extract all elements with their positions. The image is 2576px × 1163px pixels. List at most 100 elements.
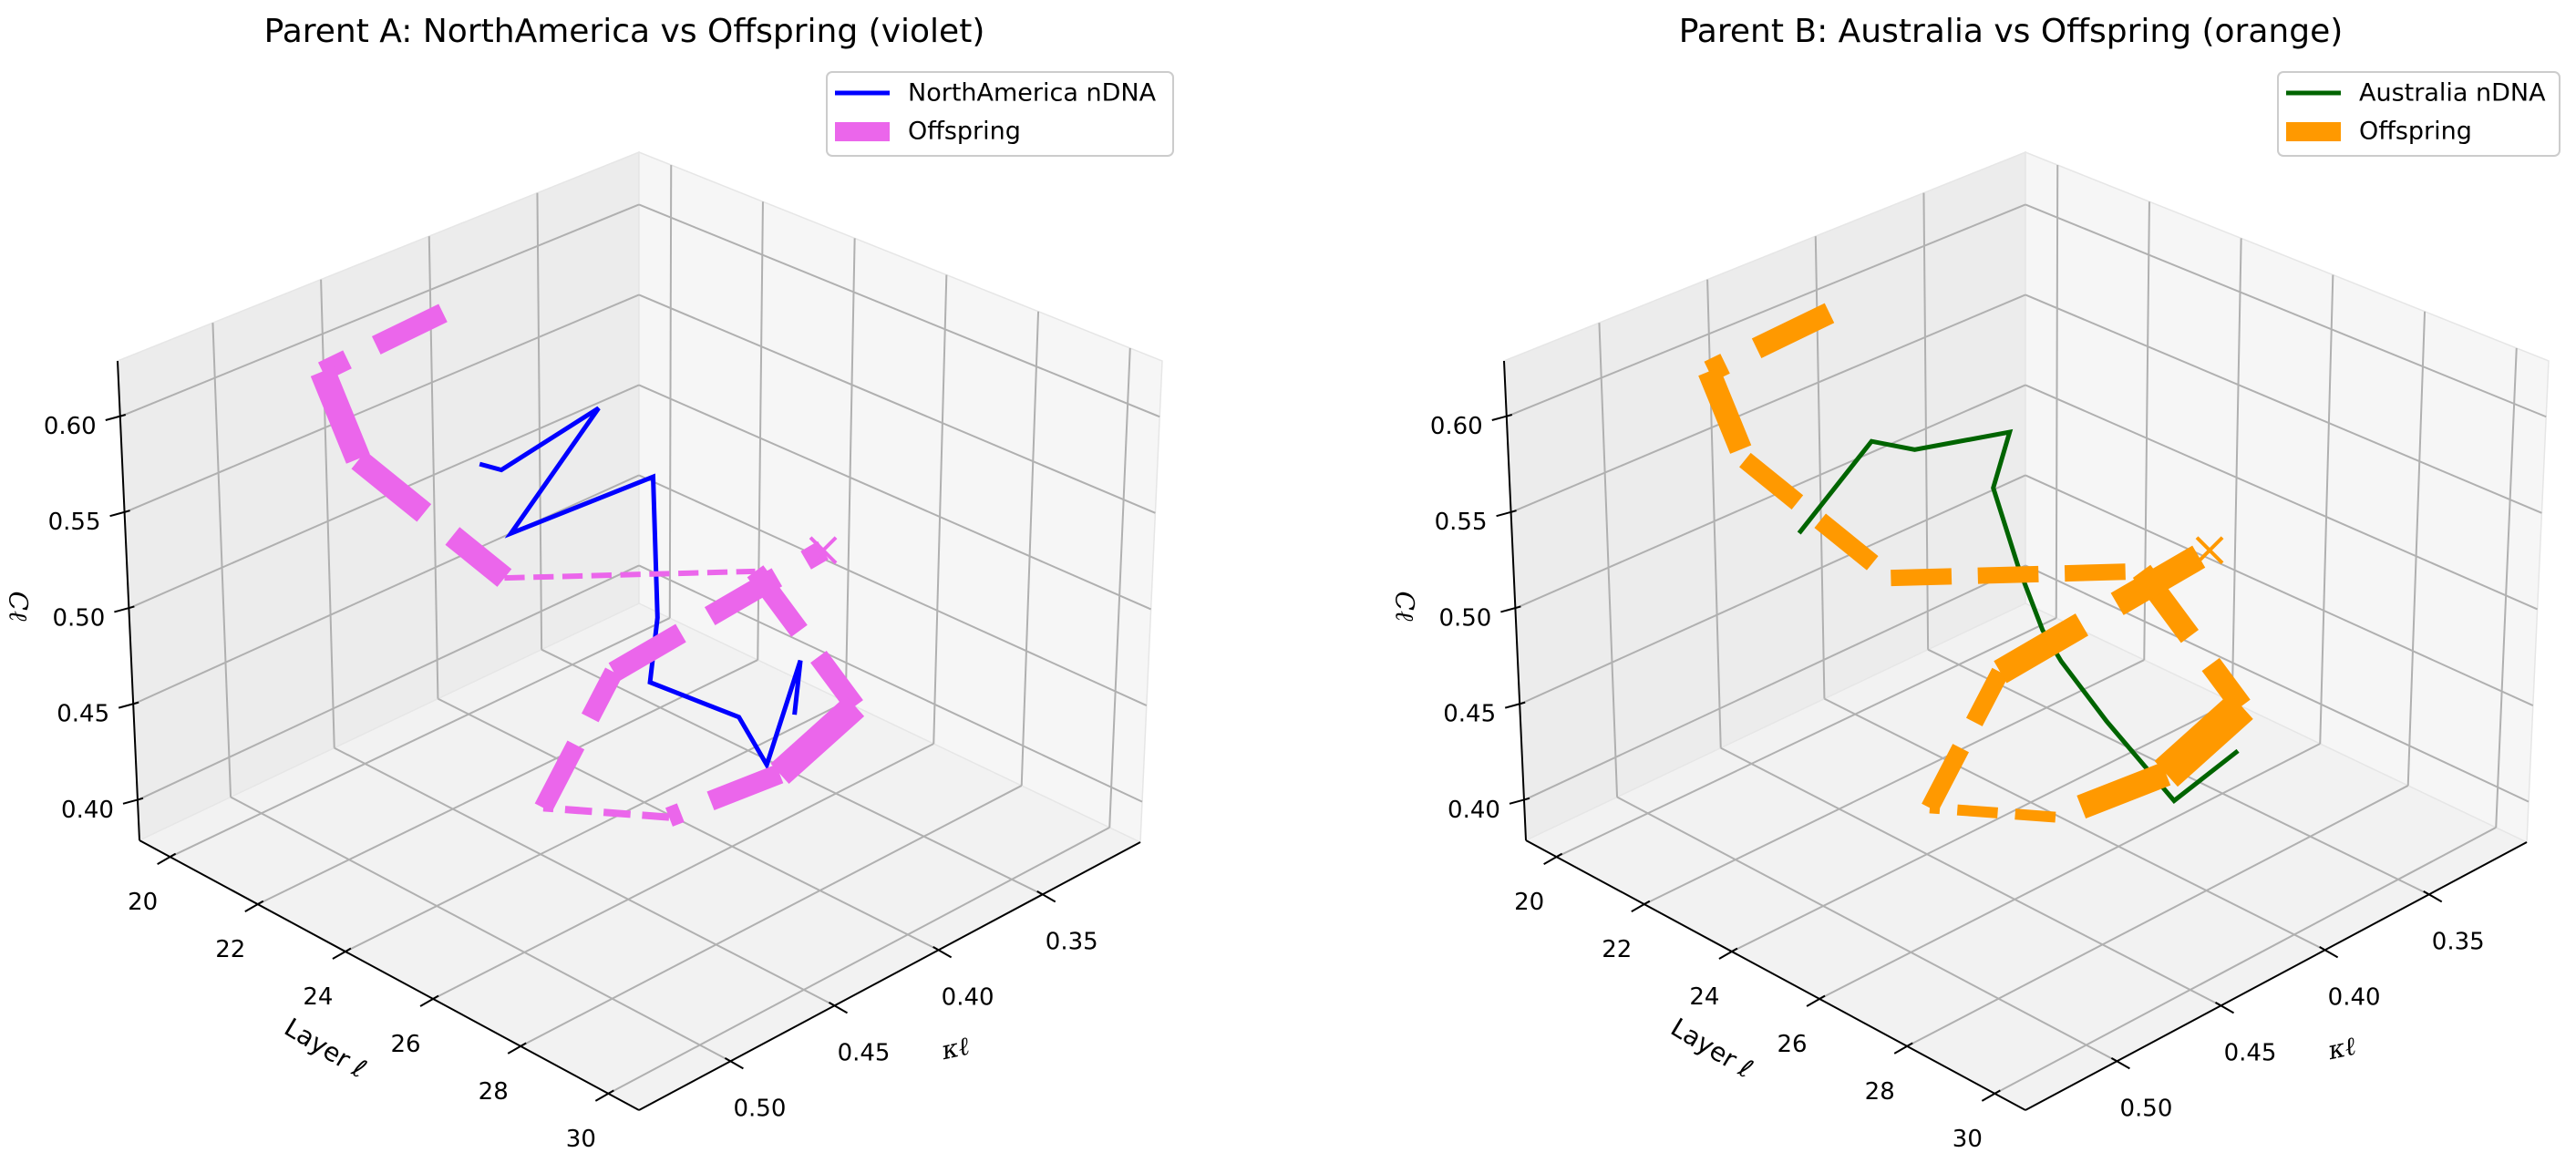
layer-tick bbox=[419, 994, 439, 1007]
c-tick-label: 0.55 bbox=[48, 509, 101, 536]
layer-axis-label: Layer ℓ bbox=[1665, 1012, 1757, 1084]
c-tick bbox=[1509, 797, 1530, 805]
gridline-floor-layer bbox=[432, 743, 934, 1000]
legend-offspring-swatch bbox=[835, 122, 890, 141]
chart-title: Parent A: NorthAmerica vs Offspring (vio… bbox=[264, 13, 985, 50]
gridline-floor-layer bbox=[1643, 659, 2145, 906]
gridline-floor-layer bbox=[520, 785, 1023, 1047]
c-tick-label: 0.45 bbox=[57, 701, 109, 728]
gridline-wall-kappa bbox=[320, 279, 335, 748]
back-pane bbox=[638, 150, 1163, 844]
c-tick-label: 0.60 bbox=[1430, 413, 1483, 440]
gridline-wall-kappa bbox=[1706, 279, 1722, 748]
gridline-wall-kappa bbox=[1598, 323, 1619, 798]
c-tick-label: 0.40 bbox=[61, 797, 114, 824]
kappa-axis-label: κℓ bbox=[2324, 1031, 2359, 1066]
gridline-wall-c bbox=[1519, 474, 2026, 705]
legend-offspring-label: Offspring bbox=[908, 118, 1021, 146]
kappa-tick bbox=[829, 1001, 849, 1014]
offspring-segment bbox=[665, 764, 784, 827]
legend-box bbox=[2277, 71, 2561, 157]
kappa-tick bbox=[724, 1056, 744, 1070]
offspring-segment bbox=[608, 540, 829, 682]
kappa-tick bbox=[2423, 890, 2443, 903]
gridline-floor-layer bbox=[607, 827, 1110, 1095]
gridline-floor-kappa bbox=[230, 796, 731, 1063]
gridline-back-c bbox=[638, 474, 1148, 706]
gridline-floor-layer bbox=[1731, 701, 2233, 952]
gridline-back-layer bbox=[2406, 311, 2427, 786]
layer-tick bbox=[507, 1042, 527, 1055]
gridline-back-layer bbox=[2055, 165, 2059, 619]
layer-tick-label: 24 bbox=[303, 983, 333, 1011]
layer-tick bbox=[1981, 1089, 2001, 1102]
gridline-wall-c bbox=[1506, 203, 2026, 417]
gridline-wall-c bbox=[1523, 564, 2026, 801]
c-tick bbox=[1496, 509, 1517, 518]
gridline-floor-kappa bbox=[437, 697, 940, 952]
c-tick-label: 0.50 bbox=[1438, 604, 1491, 632]
gridline-back-c bbox=[638, 293, 1156, 514]
gridline-back-layer bbox=[1108, 347, 1131, 828]
legend: NorthAmerica nDNA Offspring bbox=[826, 71, 1174, 157]
offspring-end-marker bbox=[2195, 536, 2224, 565]
kappa-tick-label: 0.40 bbox=[942, 983, 994, 1011]
gridline-back-layer bbox=[1020, 311, 1040, 786]
gridline-wall-kappa bbox=[536, 192, 543, 650]
c-tick bbox=[118, 701, 139, 709]
c-axis-line bbox=[1503, 360, 1527, 841]
gridline-back-c bbox=[2025, 203, 2547, 418]
layer-tick-label: 26 bbox=[1777, 1031, 1808, 1058]
c-tick-label: 0.60 bbox=[44, 413, 97, 440]
gridline-floor-layer bbox=[1819, 743, 2321, 1000]
layer-tick-label: 30 bbox=[1953, 1126, 1983, 1153]
gridline-wall-c bbox=[1514, 384, 2026, 610]
layer-tick-label: 22 bbox=[1602, 936, 1632, 963]
offspring-segment bbox=[1698, 366, 1756, 465]
offspring-segment bbox=[504, 568, 756, 582]
c-tick bbox=[105, 414, 127, 421]
layer-tick-label: 30 bbox=[566, 1126, 596, 1153]
offspring-segment bbox=[1929, 802, 2056, 823]
kappa-tick bbox=[2110, 1056, 2130, 1070]
layer-tick bbox=[332, 947, 352, 960]
offspring-segment bbox=[1739, 452, 1897, 585]
panel-parent-a: Parent A: NorthAmerica vs Offspring (vio… bbox=[4, 13, 1174, 1153]
offspring-segment bbox=[1891, 562, 2142, 587]
offspring-segment bbox=[1704, 303, 1835, 382]
kappa-tick-label: 0.50 bbox=[733, 1095, 786, 1122]
offspring-segment bbox=[2154, 693, 2253, 787]
layer-tick-label: 28 bbox=[479, 1078, 509, 1106]
gridline-wall-c bbox=[137, 564, 640, 801]
c-axis-label: Cℓ bbox=[4, 591, 34, 621]
c-tick bbox=[109, 509, 130, 518]
gridline-back-c bbox=[638, 203, 1160, 418]
gridline-floor-layer bbox=[1994, 827, 2497, 1095]
legend-box bbox=[826, 71, 1174, 157]
gridline-wall-kappa bbox=[211, 323, 232, 798]
offspring-segment bbox=[770, 695, 865, 785]
gridline-floor-layer bbox=[1556, 617, 2057, 859]
layer-tick-label: 20 bbox=[1514, 889, 1544, 916]
legend-parent-label: Australia nDNA bbox=[2359, 79, 2546, 108]
c-tick bbox=[1491, 414, 1513, 421]
panel-parent-b: Parent B: Australia vs Offspring (orange… bbox=[1390, 13, 2561, 1153]
gridline-wall-c bbox=[1510, 293, 2026, 514]
layer-tick-label: 20 bbox=[128, 889, 158, 916]
layer-tick-label: 26 bbox=[391, 1031, 421, 1058]
layer-axis-line bbox=[139, 839, 640, 1111]
layer-tick bbox=[1718, 947, 1738, 960]
offspring-segment bbox=[2051, 762, 2171, 829]
c-axis-line bbox=[117, 360, 140, 841]
c-tick bbox=[122, 797, 144, 805]
c-tick-label: 0.55 bbox=[1435, 509, 1488, 536]
kappa-tick-label: 0.50 bbox=[2119, 1095, 2172, 1122]
layer-tick bbox=[244, 900, 264, 912]
c-tick-label: 0.45 bbox=[1443, 701, 1496, 728]
gridline-wall-c bbox=[128, 384, 640, 610]
layer-axis-label: Layer ℓ bbox=[279, 1012, 371, 1084]
legend: Australia nDNA Offspring bbox=[2277, 71, 2561, 157]
gridline-back-layer bbox=[2495, 347, 2518, 828]
offspring-segment bbox=[534, 667, 623, 813]
